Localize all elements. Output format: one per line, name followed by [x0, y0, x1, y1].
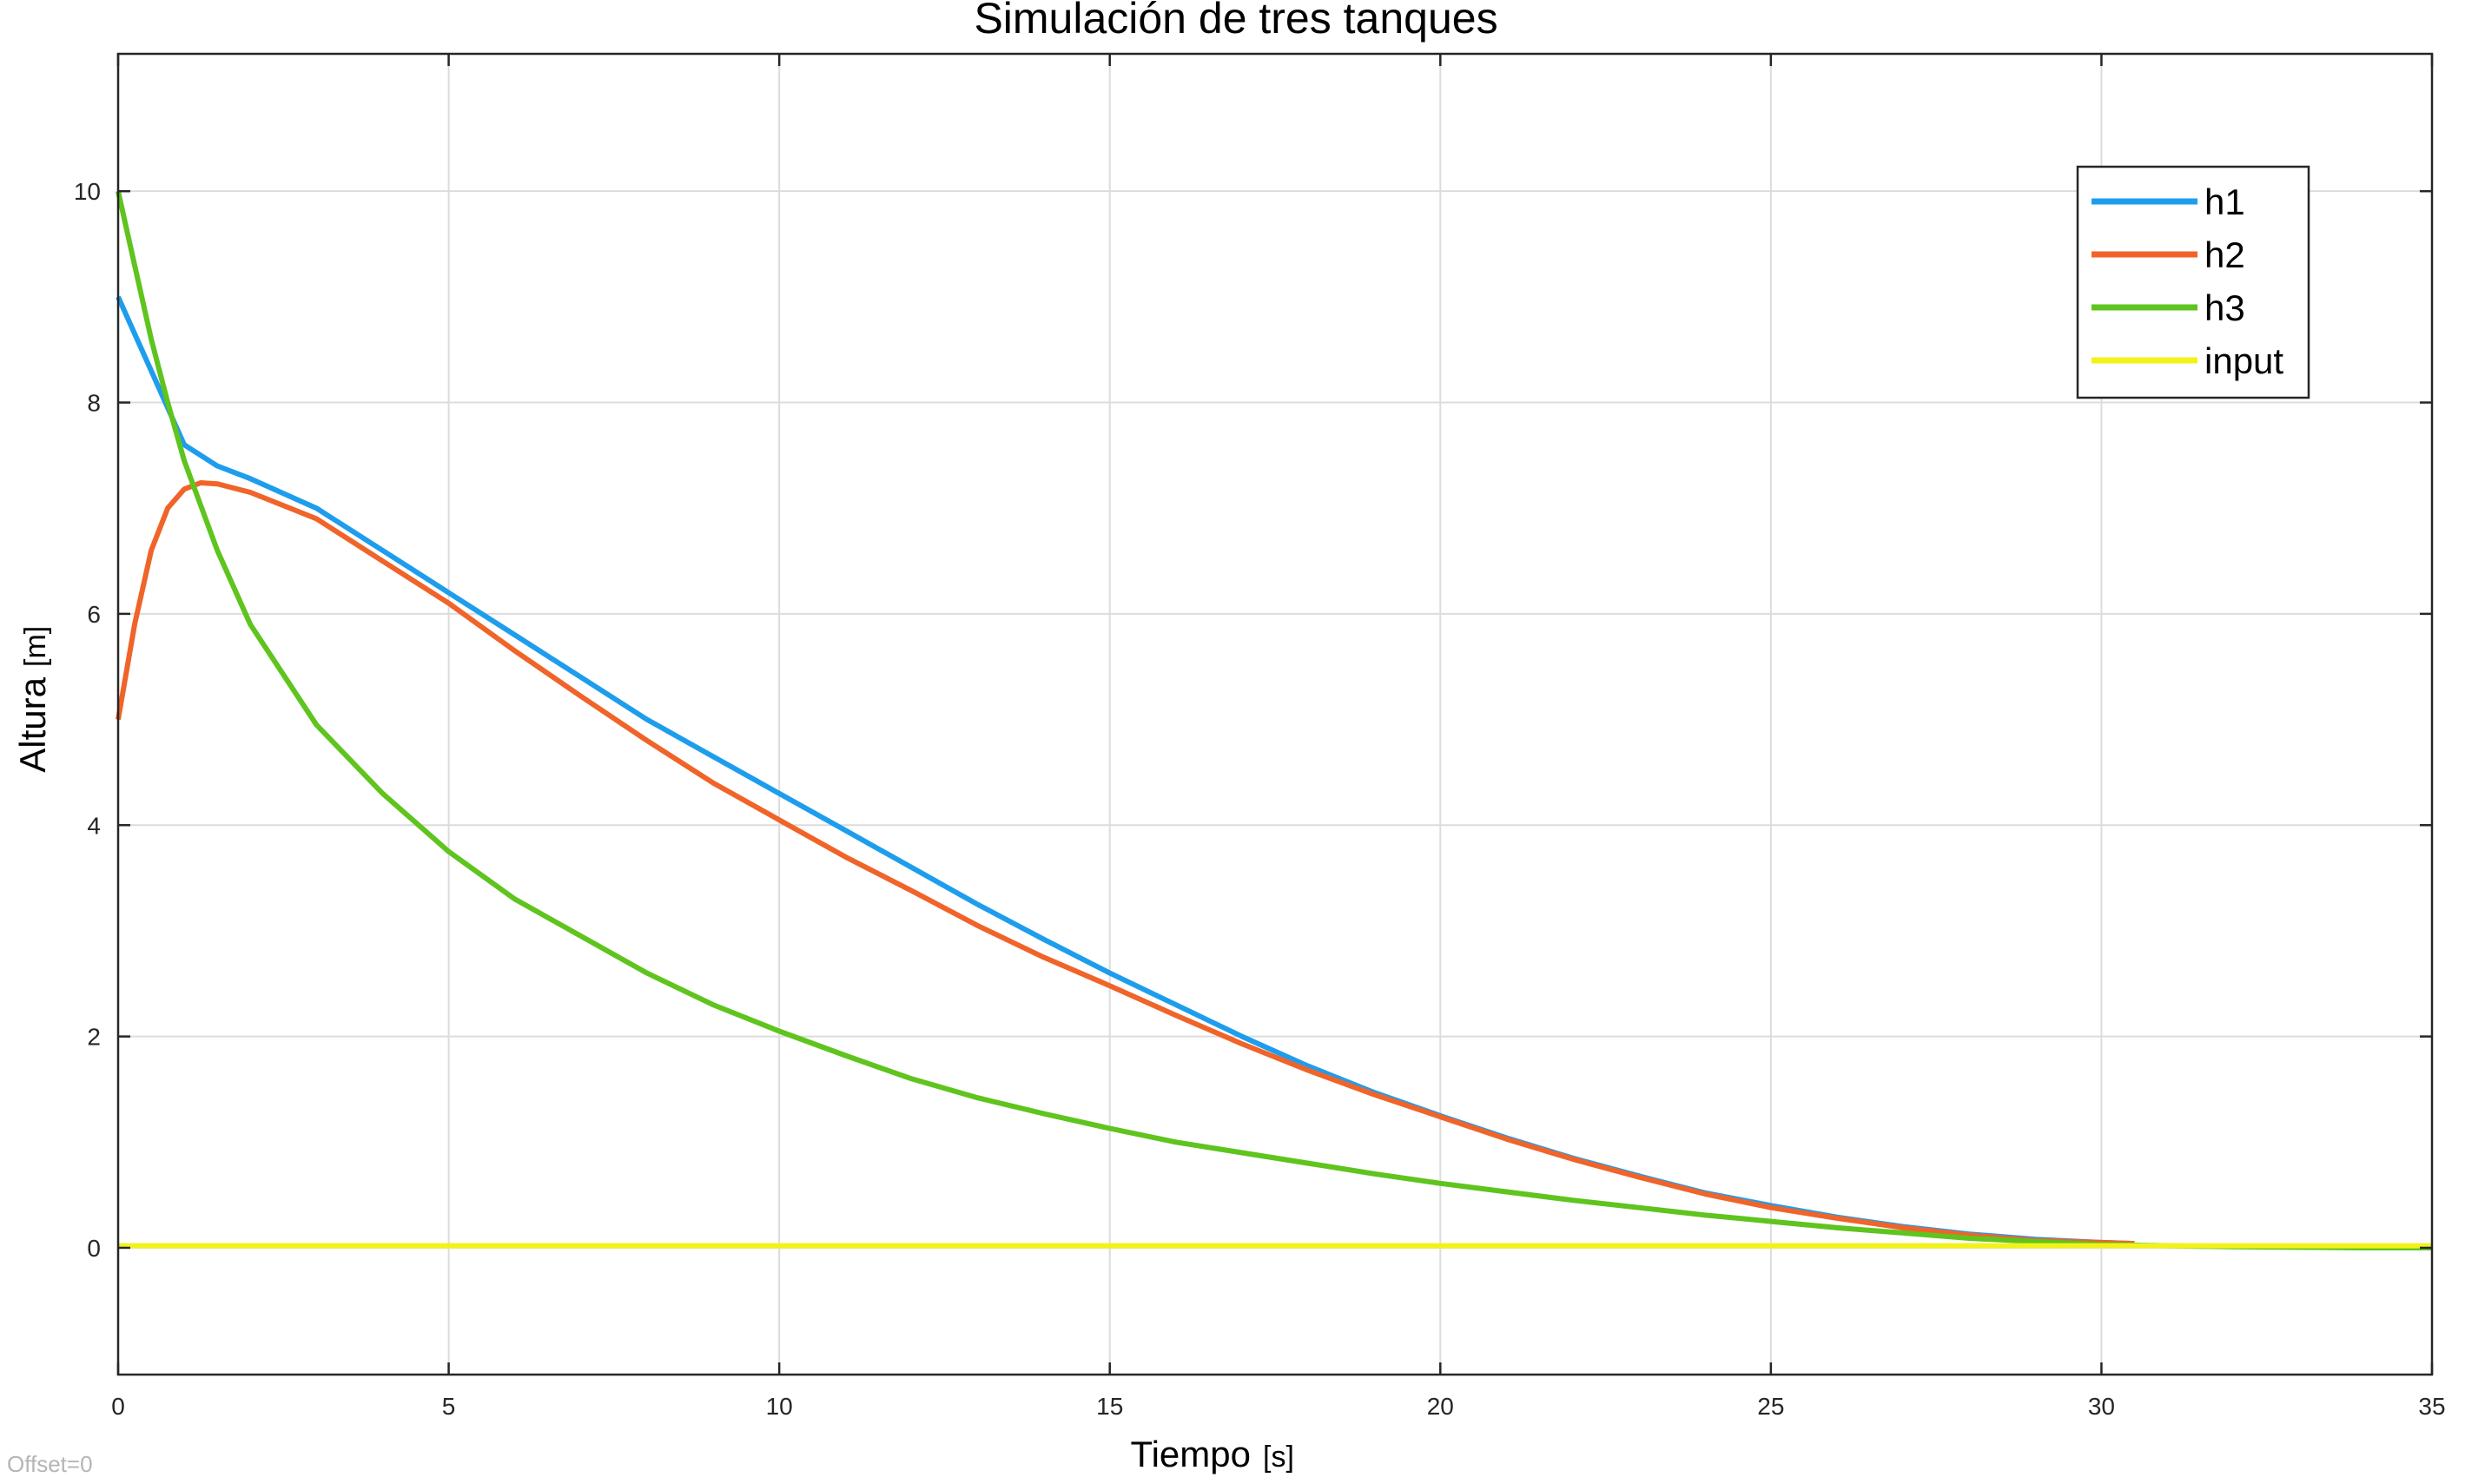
y-tick-label: 10	[74, 178, 101, 205]
offset-label: Offset=0	[7, 1451, 93, 1477]
y-tick-label: 6	[87, 601, 101, 628]
x-axis-unit: [s]	[1263, 1441, 1294, 1474]
x-tick-label: 20	[1427, 1393, 1454, 1420]
y-tick-label: 4	[87, 812, 101, 839]
x-tick-label: 5	[442, 1393, 456, 1420]
chart-title: Simulación de tres tanques	[974, 0, 1497, 43]
y-tick-label: 8	[87, 390, 101, 417]
y-tick-label: 2	[87, 1024, 101, 1051]
x-tick-label: 25	[1757, 1393, 1784, 1420]
series-line-h2	[116, 480, 2135, 1247]
legend[interactable]: h1 h2 h3 input	[2076, 165, 2310, 399]
series-line-h3	[116, 190, 2432, 1250]
x-tick-label: 15	[1096, 1393, 1123, 1420]
y-tick-label: 0	[87, 1235, 101, 1262]
x-tick-label: 35	[2418, 1393, 2445, 1420]
legend-label-input: input	[2204, 340, 2283, 381]
x-tick-label: 10	[766, 1393, 793, 1420]
axes-box	[116, 52, 2434, 1376]
x-axis-title: Tiempo	[1131, 1434, 1252, 1474]
plot-area: 0 5 10 15 20 25 30 35 0 2 4 6 8 10	[74, 52, 2446, 1420]
y-axis-unit: [m]	[19, 626, 52, 667]
legend-label-h2: h2	[2204, 234, 2245, 275]
legend-label-h1: h1	[2204, 181, 2245, 222]
x-tick-label: 0	[111, 1393, 125, 1420]
x-tick-label: 30	[2088, 1393, 2115, 1420]
axes-background	[118, 54, 2432, 1375]
legend-label-h3: h3	[2204, 287, 2245, 328]
y-axis-title: Altura	[12, 676, 53, 772]
